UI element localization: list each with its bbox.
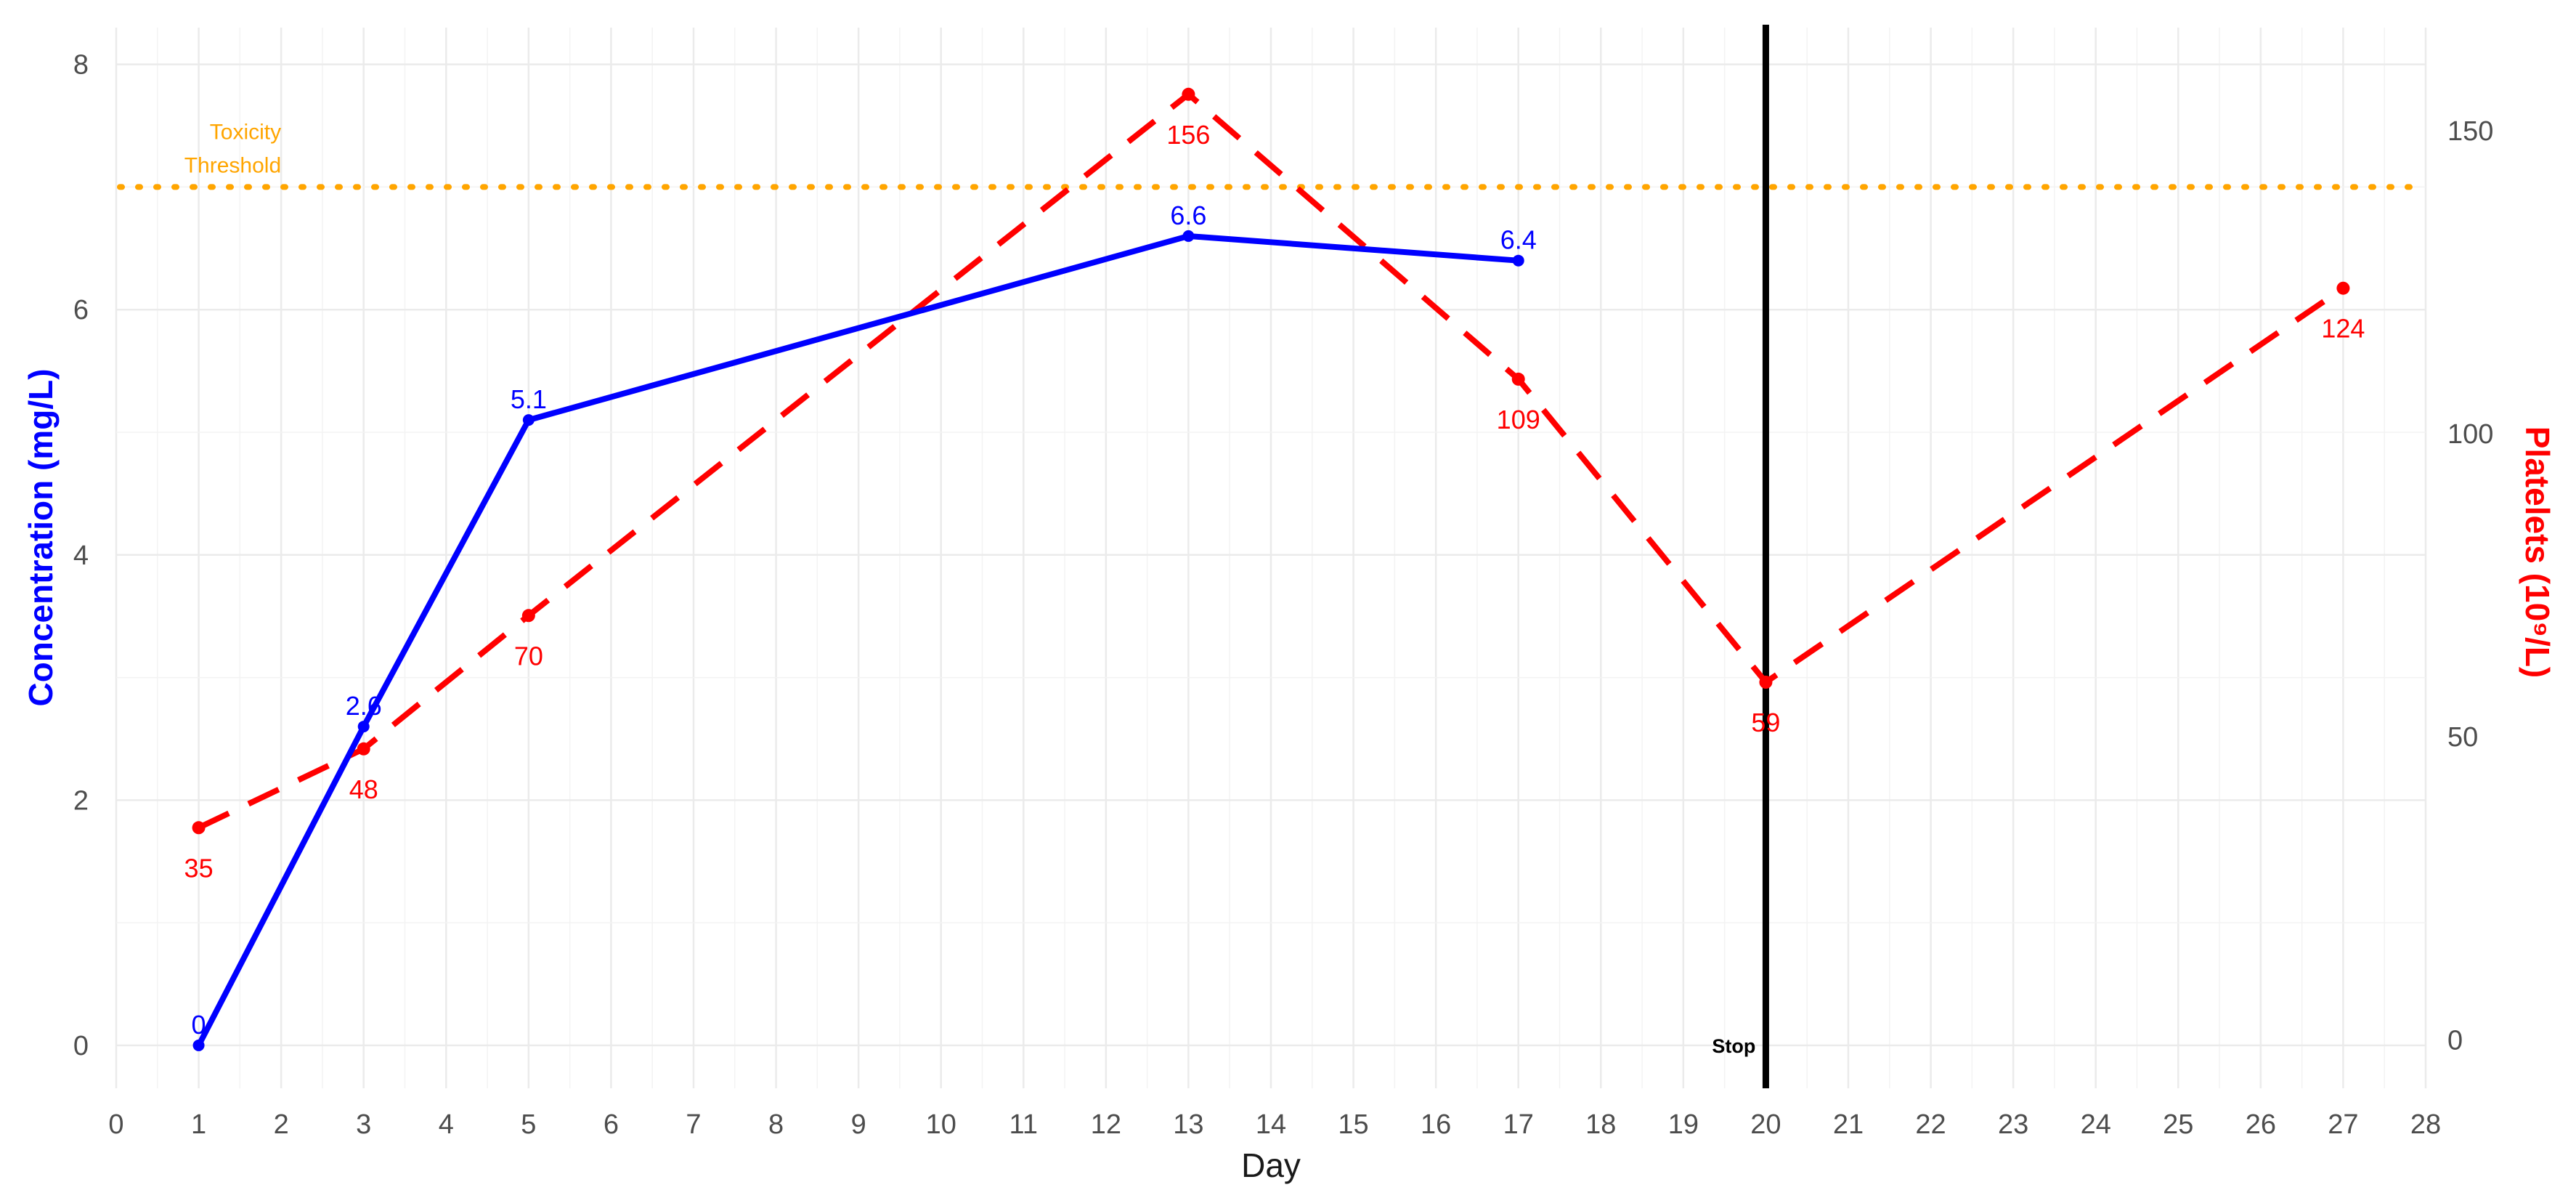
platelets-point	[357, 742, 370, 756]
toxicity-threshold-label-line: Threshold	[184, 153, 281, 177]
series-layer	[192, 87, 2350, 1051]
x-tick-label: 7	[686, 1109, 701, 1140]
concentration-data-label: 6.4	[1500, 225, 1537, 255]
platelets-data-label: 156	[1166, 120, 1210, 150]
toxicity-threshold-label-line: Toxicity	[210, 120, 281, 144]
x-tick-label: 12	[1091, 1109, 1121, 1140]
x-tick-label: 25	[2163, 1109, 2193, 1140]
platelets-point	[192, 821, 206, 835]
x-tick-label: 23	[1998, 1109, 2028, 1140]
y-right-tick-label: 50	[2447, 722, 2478, 753]
platelets-point	[1182, 87, 1195, 101]
x-tick-label: 16	[1421, 1109, 1451, 1140]
stop-label: Stop	[1712, 1035, 1755, 1057]
y-axis-left-title: Concentration (mg/L)	[22, 368, 60, 706]
platelets-point	[2336, 281, 2350, 295]
concentration-data-label: 0	[192, 1010, 206, 1040]
tick-layer: 0 1 2 3 4 5 6 7 8 9 10 11 12 13 14 15 16 17 18 19 20 21 22 23 24…	[73, 50, 2494, 1140]
x-tick-label: 28	[2410, 1109, 2441, 1140]
x-axis-title: Day	[1241, 1146, 1301, 1184]
x-tick-label: 20	[1750, 1109, 1781, 1140]
x-tick-label: 22	[1915, 1109, 1946, 1140]
platelets-data-label: 70	[514, 641, 543, 671]
x-tick-label: 15	[1338, 1109, 1368, 1140]
y-left-tick-label: 6	[73, 295, 89, 325]
y-left-tick-label: 8	[73, 50, 89, 81]
concentration-point	[1182, 230, 1195, 242]
platelets-data-label: 35	[184, 853, 214, 883]
y-left-tick-label: 2	[73, 785, 89, 816]
x-tick-label: 27	[2328, 1109, 2358, 1140]
y-left-tick-label: 0	[73, 1031, 89, 1061]
x-tick-label: 8	[768, 1109, 784, 1140]
y-right-tick-label: 0	[2447, 1025, 2463, 1056]
concentration-point	[1512, 254, 1524, 267]
x-tick-label: 21	[1833, 1109, 1864, 1140]
concentration-data-label: 2.6	[346, 691, 382, 721]
platelets-point	[1759, 676, 1773, 689]
x-tick-label: 18	[1585, 1109, 1616, 1140]
x-tick-label: 10	[926, 1109, 956, 1140]
data-label-layer: 0 2.6 5.1 6.6 6.4 35 48 70 156 109 59 124	[184, 120, 2365, 1040]
y-right-tick-label: 100	[2447, 419, 2493, 450]
platelets-point	[1511, 372, 1525, 386]
x-tick-label: 19	[1668, 1109, 1699, 1140]
concentration-point	[192, 1039, 205, 1051]
platelets-data-label: 124	[2321, 314, 2365, 344]
x-tick-label: 2	[274, 1109, 289, 1140]
reference-lines: Toxicity Threshold Stop	[117, 25, 2425, 1088]
platelets-data-label: 109	[1497, 405, 1540, 434]
x-tick-label: 24	[2081, 1109, 2111, 1140]
x-tick-label: 9	[851, 1109, 866, 1140]
x-tick-label: 6	[604, 1109, 619, 1140]
y-axis-right-title: Platelets (10⁹/L)	[2519, 426, 2556, 679]
y-right-tick-label: 150	[2447, 116, 2493, 147]
platelets-data-label: 59	[1751, 708, 1780, 737]
toxicity-threshold-label: Toxicity Threshold	[184, 120, 281, 177]
x-tick-label: 0	[108, 1109, 123, 1140]
x-tick-label: 13	[1173, 1109, 1203, 1140]
concentration-data-label: 5.1	[511, 384, 547, 414]
x-tick-label: 1	[191, 1109, 206, 1140]
x-tick-label: 26	[2246, 1109, 2276, 1140]
x-tick-label: 4	[439, 1109, 454, 1140]
y-left-tick-label: 4	[73, 541, 89, 571]
platelets-point	[521, 609, 535, 623]
grid-layer	[115, 28, 2427, 1088]
x-tick-label: 5	[521, 1109, 536, 1140]
x-tick-label: 17	[1503, 1109, 1534, 1140]
x-tick-label: 3	[356, 1109, 371, 1140]
platelets-data-label: 48	[349, 774, 378, 804]
x-tick-label: 11	[1009, 1109, 1038, 1140]
concentration-point	[357, 721, 370, 733]
concentration-data-label: 6.6	[1170, 201, 1206, 230]
x-tick-label: 14	[1256, 1109, 1286, 1140]
concentration-point	[522, 414, 535, 426]
